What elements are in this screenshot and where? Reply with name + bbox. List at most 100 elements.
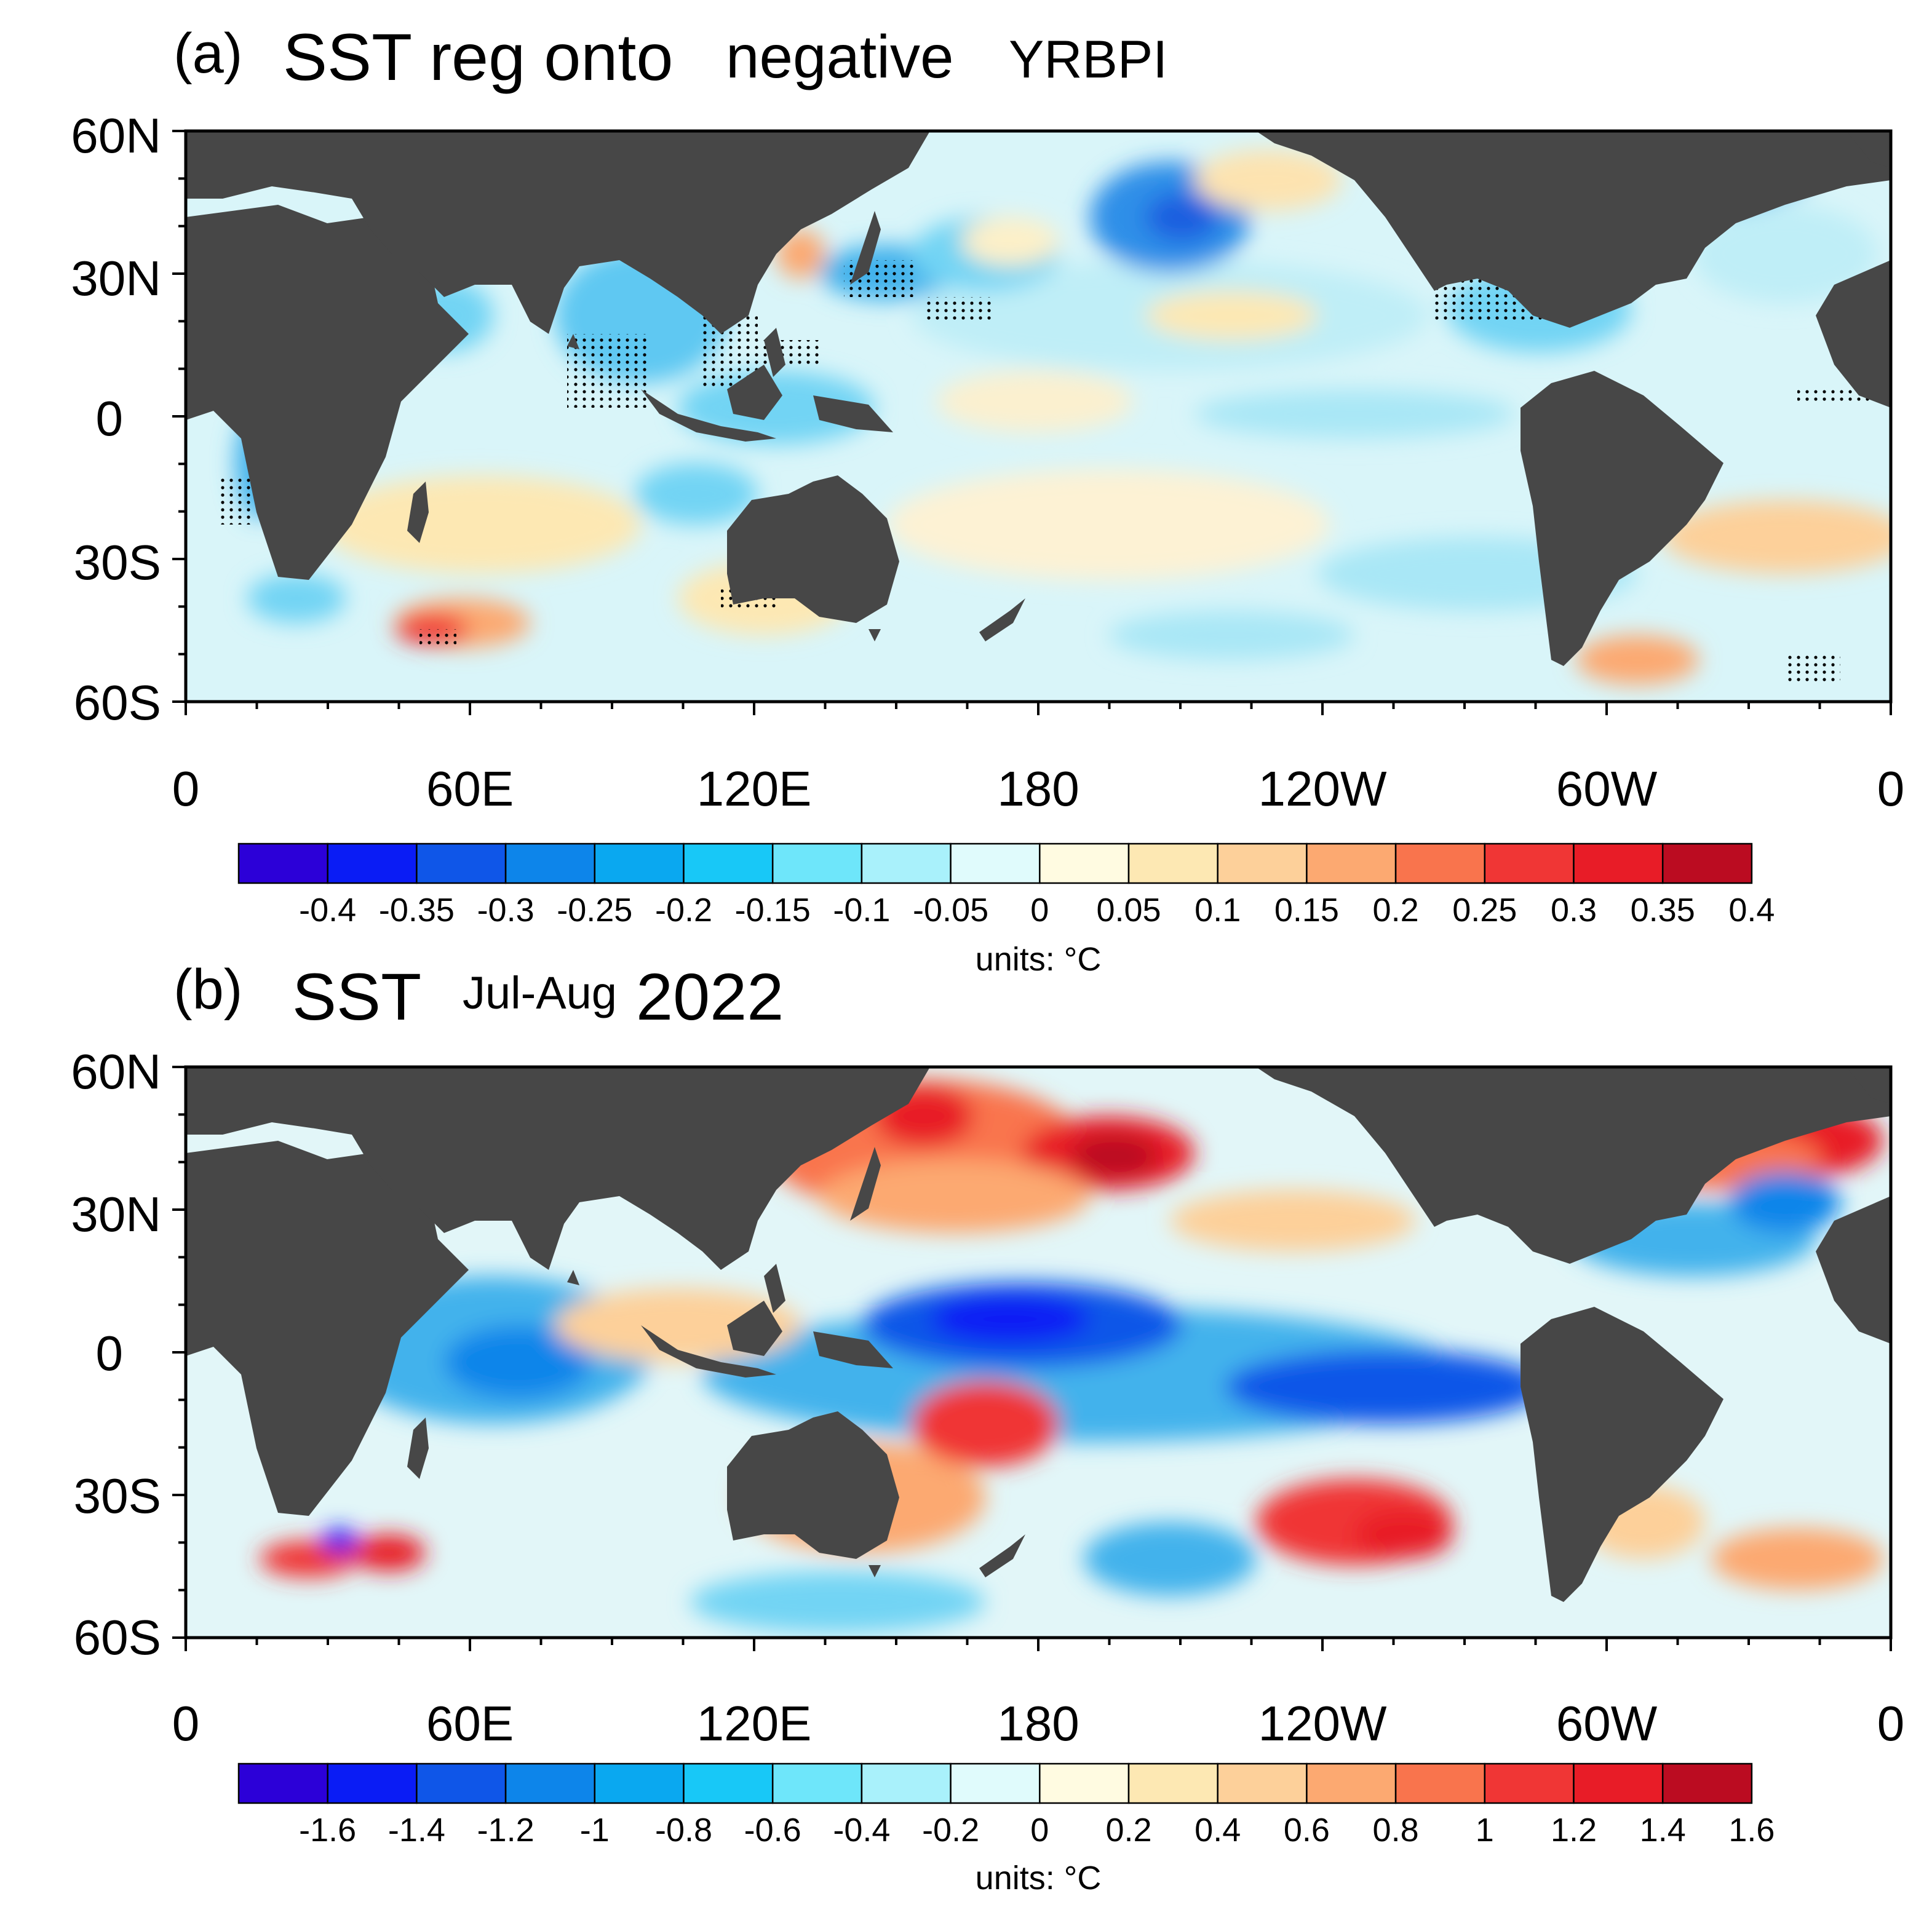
colorbar-tick-label: -0.35 [379, 892, 455, 929]
colorbar-tick-label: -1.6 [299, 1812, 356, 1849]
colorbar-tick-label: -1 [580, 1812, 610, 1849]
colorbar-swatch [1306, 843, 1397, 884]
panel-b-ticks [172, 1066, 1892, 1651]
colorbar-tick-label: 0.3 [1551, 892, 1597, 929]
lat-label: 60S [74, 675, 161, 730]
panel-b-title-main: SST [292, 959, 421, 1034]
colorbar-tick-label: 0.2 [1105, 1812, 1151, 1849]
colorbar-swatch [1661, 1762, 1753, 1804]
lat-label: 60S [74, 1610, 161, 1665]
panel-a: (a) SST reg onto negative YRBPI 60N 30N … [71, 20, 1905, 978]
lat-label: 60N [71, 108, 161, 163]
panel-a-lat-labels: 60N 30N 0 30S 60S [71, 108, 161, 730]
colorbar-swatch [594, 1762, 685, 1804]
lat-label: 30S [74, 1469, 161, 1523]
panel-b: (b) SST Jul-Aug 2022 60N 30N 0 30S 60S 0… [71, 958, 1904, 1897]
panel-b-title-mid: Jul-Aug [463, 967, 617, 1018]
lon-label: 120E [697, 761, 812, 816]
lon-label: 120W [1258, 1696, 1387, 1751]
panel-a-colorbar: -0.4 -0.35 -0.3 -0.25 -0.2 -0.15 -0.1 -0.05 0 0.0… [237, 843, 1775, 929]
lon-label: 60E [426, 1696, 514, 1751]
colorbar-swatch [327, 1762, 418, 1804]
lat-label: 30N [71, 1187, 161, 1242]
colorbar-tick-label: -0.05 [913, 892, 988, 929]
lon-label: 60W [1556, 761, 1658, 816]
colorbar-tick-label: -0.8 [655, 1812, 712, 1849]
colorbar-tick-label: 0.2 [1373, 892, 1419, 929]
colorbar-tick-label: 0.6 [1284, 1812, 1330, 1849]
colorbar-swatch [416, 843, 507, 884]
colorbar-swatch [1127, 1762, 1218, 1804]
colorbar-tick-label: 0.4 [1728, 892, 1775, 929]
colorbar-tick-label: -0.2 [655, 892, 712, 929]
colorbar-tick-label: -0.3 [477, 892, 535, 929]
colorbar-swatch [1039, 1762, 1130, 1804]
colorbar-tick-label: -0.4 [299, 892, 356, 929]
colorbar-tick-label: 0.4 [1195, 1812, 1241, 1849]
colorbar-swatch [861, 1762, 952, 1804]
lon-label: 120W [1258, 761, 1387, 816]
colorbar-swatch [237, 843, 328, 884]
colorbar-tick-label: -1.2 [477, 1812, 535, 1849]
colorbar-swatch [1573, 843, 1664, 884]
lon-label: 60E [426, 761, 514, 816]
panel-b-lat-labels: 60N 30N 0 30S 60S [71, 1044, 161, 1665]
panel-b-colorbar: -1.6 -1.4 -1.2 -1 -0.8 -0.6 -0.4 -0.2 0 0.2 0.4 0.6… [237, 1762, 1775, 1849]
colorbar-tick-label: 0.1 [1195, 892, 1241, 929]
panel-b-map [186, 1067, 1891, 1638]
colorbar-swatch [594, 843, 685, 884]
colorbar-swatch [771, 1762, 863, 1804]
colorbar-swatch [683, 1762, 774, 1804]
colorbar-tick-label: 0.25 [1452, 892, 1517, 929]
panel-a-map [186, 131, 1891, 702]
colorbar-swatch [861, 843, 952, 884]
colorbar-swatch [1127, 843, 1218, 884]
panel-a-label: (a) [173, 22, 242, 85]
colorbar-swatch [1484, 1762, 1575, 1804]
colorbar-swatch [1217, 1762, 1308, 1804]
colorbar-swatch [416, 1762, 507, 1804]
colorbar-swatch [771, 843, 863, 884]
colorbar-tick-label: 1.2 [1551, 1812, 1597, 1849]
colorbar-swatch [1217, 843, 1308, 884]
colorbar-swatch [504, 843, 596, 884]
panel-a-title-mid: negative [726, 23, 954, 90]
colorbar-swatch [1039, 843, 1130, 884]
colorbar-swatch [1306, 1762, 1397, 1804]
colorbar-swatch [683, 843, 774, 884]
lon-label: 120E [697, 1696, 812, 1751]
lat-label: 0 [96, 391, 124, 446]
colorbar-tick-label: 0.8 [1373, 1812, 1419, 1849]
panel-a-lon-labels: 0 60E 120E 180 120W 60W 0 [172, 761, 1905, 816]
colorbar-swatch [1394, 843, 1486, 884]
colorbar-swatch [1661, 843, 1753, 884]
colorbar-tick-label: 0.15 [1274, 892, 1339, 929]
panel-b-label: (b) [173, 958, 242, 1021]
lon-label: 0 [172, 761, 200, 816]
colorbar-swatch [1573, 1762, 1664, 1804]
panel-b-lon-labels: 0 60E 120E 180 120W 60W 0 [172, 1696, 1905, 1751]
colorbar-tick-label: -0.15 [735, 892, 811, 929]
panel-a-title-sub: YRBPI [1009, 30, 1167, 89]
lon-label: 60W [1556, 1696, 1658, 1751]
colorbar-tick-label: 1.6 [1728, 1812, 1775, 1849]
colorbar-tick-label: 0.35 [1631, 892, 1695, 929]
panel-a-title-main: SST reg onto [283, 20, 673, 94]
colorbar-tick-label: -0.1 [833, 892, 890, 929]
colorbar-tick-label: 0.05 [1096, 892, 1161, 929]
colorbar-tick-label: -0.25 [557, 892, 632, 929]
colorbar-swatch [1394, 1762, 1486, 1804]
lon-label: 0 [172, 1696, 200, 1751]
colorbar-tick-label: 1.4 [1640, 1812, 1686, 1849]
colorbar-swatch [504, 1762, 596, 1804]
colorbar-swatch [237, 1762, 328, 1804]
colorbar-tick-label: -1.4 [388, 1812, 445, 1849]
colorbar-tick-label: -0.6 [744, 1812, 801, 1849]
lon-label: 180 [997, 761, 1079, 816]
panel-b-colorbar-units: units: °C [976, 1860, 1102, 1897]
lat-label: 30S [74, 535, 161, 590]
colorbar-tick-label: 1 [1476, 1812, 1494, 1849]
colorbar-swatch [950, 843, 1041, 884]
lon-label: 0 [1877, 1696, 1905, 1751]
